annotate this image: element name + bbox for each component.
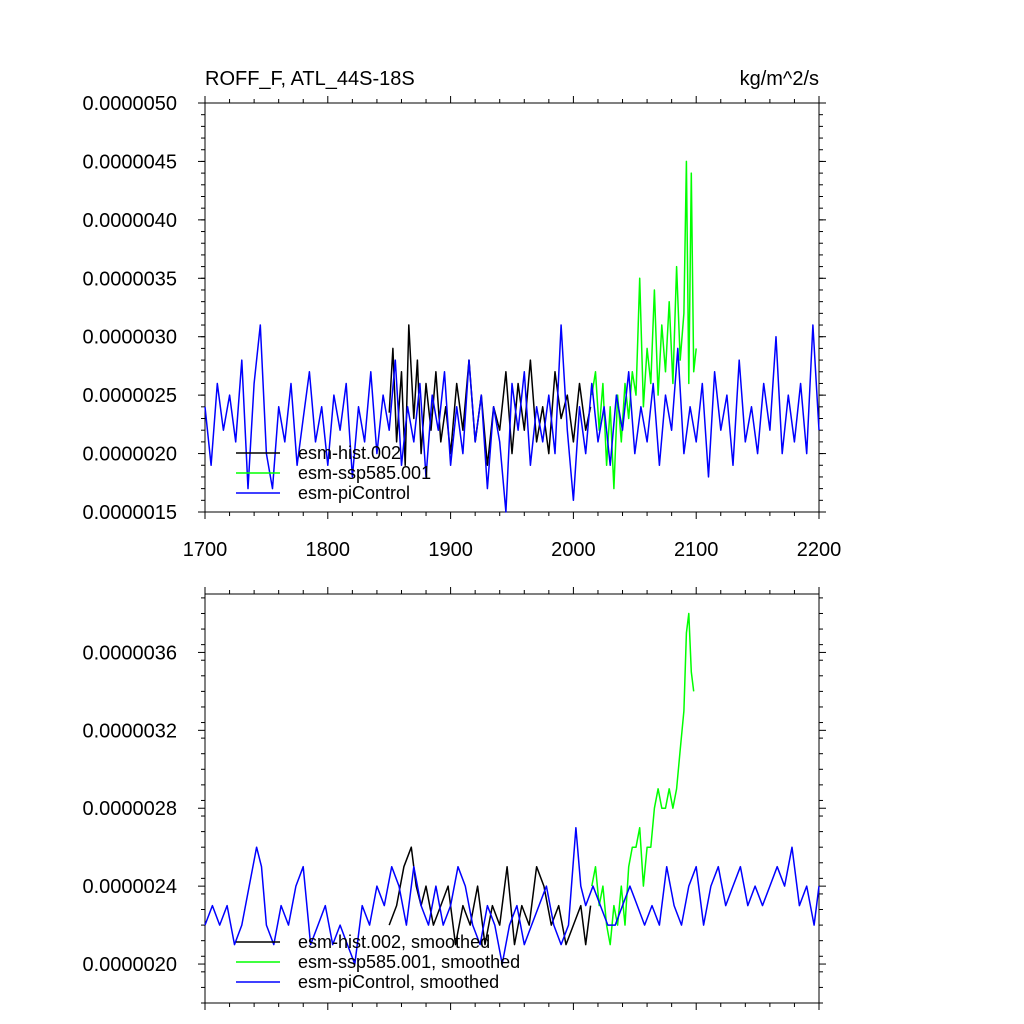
- bottom-y-tick-label: 0.0000020: [82, 954, 177, 976]
- top-x-tick-label: 2200: [797, 539, 842, 561]
- top-y-tick-label: 0.0000050: [82, 93, 177, 115]
- top-x-tick-label: 2100: [674, 539, 719, 561]
- top-y-tick-label: 0.0000045: [82, 151, 177, 173]
- bottom-y-tick-label: 0.0000028: [82, 798, 177, 820]
- top-y-tick-label: 0.0000030: [82, 327, 177, 349]
- top-series-lines: [204, 160, 820, 513]
- bottom-series-lines: [204, 612, 820, 965]
- top-plot-frame: [204, 102, 820, 513]
- bottom-legend-label-1: esm-ssp585.001, smoothed: [298, 952, 520, 972]
- bottom-panel: 0.0000020 0.0000024 0.0000028 0.0000032 0.00…: [82, 587, 826, 1010]
- top-series-line-1: [591, 160, 697, 490]
- top-y-tick-label: 0.0000025: [82, 385, 177, 407]
- bottom-axis-ticks: 0.0000020 0.0000024 0.0000028 0.0000032 0.00…: [82, 587, 826, 1010]
- bottom-series-line-1: [591, 612, 695, 946]
- bottom-y-tick-label: 0.0000032: [82, 720, 177, 742]
- bottom-series-line-2: [204, 826, 820, 965]
- bottom-y-tick-label: 0.0000036: [82, 642, 177, 664]
- top-series-line-2: [204, 324, 820, 513]
- top-chart-title: ROFF_F, ATL_44S-18S: [205, 68, 415, 90]
- bottom-legend-label-2: esm-piControl, smoothed: [298, 972, 499, 992]
- top-y-tick-label: 0.0000035: [82, 268, 177, 290]
- bottom-plot-frame: [204, 593, 820, 1004]
- top-x-tick-label: 2000: [551, 539, 596, 561]
- top-x-tick-label: 1800: [306, 539, 351, 561]
- top-legend-label-2: esm-piControl: [298, 483, 410, 503]
- top-legend-label-1: esm-ssp585.001: [298, 463, 431, 483]
- top-chart-units: kg/m^2/s: [740, 68, 819, 90]
- top-y-tick-label: 0.0000015: [82, 502, 177, 524]
- top-legend-label-0: esm-hist.002: [298, 443, 401, 463]
- top-y-tick-label: 0.0000020: [82, 444, 177, 466]
- bottom-y-tick-label: 0.0000024: [82, 876, 177, 898]
- top-x-tick-label: 1900: [428, 539, 473, 561]
- top-axis-ticks: 1700 1800 1900 2000 2100 2200 0.0000015 0.00000…: [82, 93, 841, 561]
- top-y-tick-label: 0.0000040: [82, 210, 177, 232]
- top-panel: ROFF_F, ATL_44S-18S kg/m^2/s 1700 1800 190…: [82, 68, 841, 561]
- bottom-legend-label-0: esm-hist.002, smoothed: [298, 932, 490, 952]
- top-x-tick-label: 1700: [183, 539, 228, 561]
